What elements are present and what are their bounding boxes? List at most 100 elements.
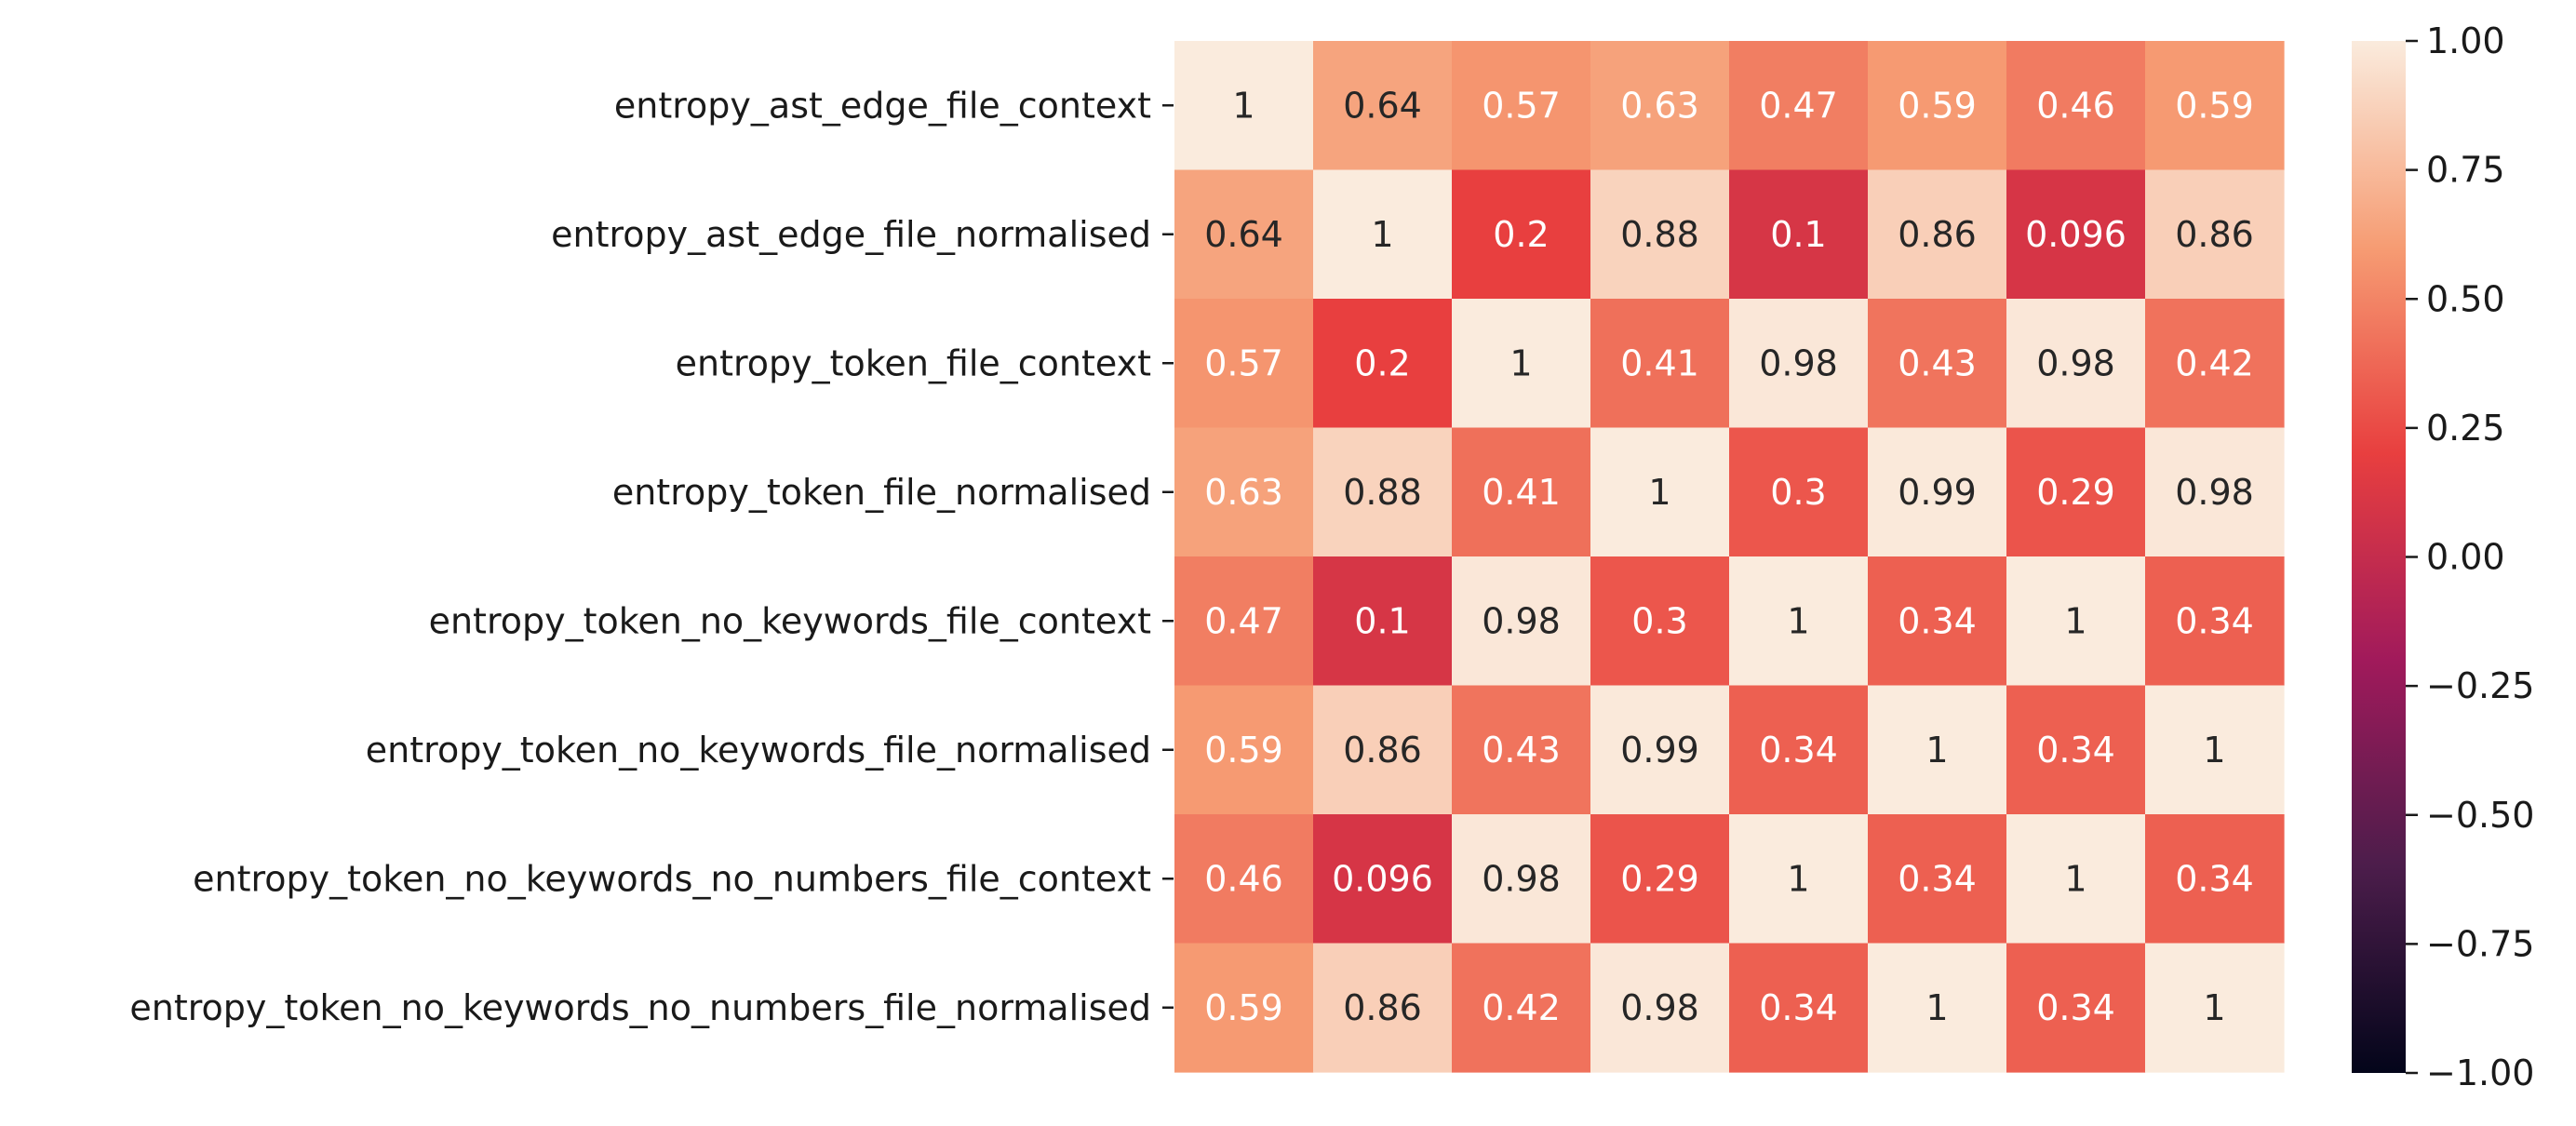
heatmap-cell xyxy=(1313,299,1453,429)
cell-annotation: 1 xyxy=(1509,342,1532,383)
cell-annotation: 0.57 xyxy=(1482,85,1561,126)
cell-annotation: 0.98 xyxy=(1482,600,1561,641)
heatmap-cell xyxy=(1729,556,1869,687)
cell-annotation: 0.98 xyxy=(1620,987,1699,1028)
heatmap-cell xyxy=(2145,556,2285,687)
cell-annotation: 0.46 xyxy=(1204,858,1283,899)
heatmap-cell xyxy=(1729,814,1869,945)
heatmap-cells: 1 0.64 0.57 0.63 0.47 0.59 0.46 0.59 0.64 1 0.2 0.8… xyxy=(1174,41,2285,1073)
cell-annotation: 0.34 xyxy=(2175,858,2254,899)
heatmap-cell xyxy=(2145,943,2285,1073)
heatmap-cell xyxy=(2006,943,2146,1073)
cell-annotation: 0.59 xyxy=(2175,85,2254,126)
heatmap-cell xyxy=(1313,814,1453,945)
colorbar-tick-label: −0.50 xyxy=(2426,795,2534,836)
heatmap-cell xyxy=(1590,41,1730,171)
cell-annotation: 0.2 xyxy=(1354,342,1410,383)
heatmap-cell xyxy=(1590,556,1730,687)
cell-annotation: 0.59 xyxy=(1898,85,1977,126)
row-label: entropy_ast_edge_file_normalised xyxy=(551,214,1151,255)
cell-annotation: 0.98 xyxy=(2175,472,2254,513)
row-labels: entropy_ast_edge_file_context entropy_ast… xyxy=(129,85,1174,1028)
heatmap-cell xyxy=(1174,685,1314,815)
heatmap-cell xyxy=(1868,943,2007,1073)
heatmap-cell xyxy=(1313,685,1453,815)
heatmap-cell xyxy=(2145,299,2285,429)
cell-annotation: 0.43 xyxy=(1898,342,1977,383)
cell-annotation: 0.34 xyxy=(2036,987,2115,1028)
cell-annotation: 1 xyxy=(1371,214,1393,255)
heatmap-cell xyxy=(1868,299,2007,429)
heatmap-cell xyxy=(1729,299,1869,429)
cell-annotation: 1 xyxy=(1787,858,1809,899)
heatmap-cell xyxy=(1868,814,2007,945)
cell-annotation: 0.86 xyxy=(2175,214,2254,255)
heatmap-cell xyxy=(1868,169,2007,300)
cell-annotation: 0.42 xyxy=(1482,987,1561,1028)
cell-annotation: 0.34 xyxy=(2175,600,2254,641)
heatmap-cell xyxy=(1452,41,1591,171)
colorbar-tick-label: 0.25 xyxy=(2426,408,2505,449)
cell-annotation: 1 xyxy=(1925,987,1948,1028)
heatmap-cell xyxy=(1868,685,2007,815)
heatmap-cell xyxy=(2006,814,2146,945)
cell-annotation: 0.86 xyxy=(1898,214,1977,255)
heatmap-cell xyxy=(1452,427,1591,557)
cell-annotation: 1 xyxy=(2064,858,2086,899)
heatmap-cell xyxy=(1590,427,1730,557)
heatmap-cell xyxy=(1174,814,1314,945)
cell-annotation: 1 xyxy=(2203,987,2225,1028)
cell-annotation: 0.3 xyxy=(1770,472,1826,513)
heatmap-cell xyxy=(2006,41,2146,171)
cell-annotation: 0.34 xyxy=(2036,730,2115,771)
colorbar-ticks: 1.00 0.75 0.50 0.25 0.00 −0.25 −0.50 −0.75 −1.00 xyxy=(2406,20,2534,1093)
cell-annotation: 0.59 xyxy=(1204,987,1283,1028)
cell-annotation: 0.47 xyxy=(1759,85,1838,126)
cell-annotation: 0.88 xyxy=(1343,472,1422,513)
cell-annotation: 0.34 xyxy=(1898,858,1977,899)
heatmap-cell xyxy=(1590,299,1730,429)
heatmap-cell xyxy=(1174,943,1314,1073)
heatmap-cell xyxy=(1729,169,1869,300)
cell-annotation: 0.59 xyxy=(1204,730,1283,771)
heatmap-cell xyxy=(2006,427,2146,557)
heatmap-cell xyxy=(1590,685,1730,815)
heatmap-cell xyxy=(1452,169,1591,300)
cell-annotation: 1 xyxy=(1925,730,1948,771)
heatmap-cell xyxy=(1313,943,1453,1073)
heatmap-cell xyxy=(1729,685,1869,815)
heatmap-cell xyxy=(2006,685,2146,815)
heatmap-cell xyxy=(2145,41,2285,171)
cell-annotation: 0.096 xyxy=(1332,858,1433,899)
heatmap-cell xyxy=(1590,814,1730,945)
heatmap-cell xyxy=(1313,556,1453,687)
cell-annotation: 0.99 xyxy=(1620,730,1699,771)
heatmap-cell xyxy=(1313,169,1453,300)
cell-annotation: 0.41 xyxy=(1482,472,1561,513)
colorbar-gradient xyxy=(2352,41,2406,1073)
row-label: entropy_token_file_normalised xyxy=(612,472,1151,513)
heatmap-cell xyxy=(2006,169,2146,300)
cell-annotation: 0.34 xyxy=(1898,600,1977,641)
row-label: entropy_token_no_keywords_no_numbers_fil… xyxy=(129,987,1151,1028)
cell-annotation: 0.88 xyxy=(1620,214,1699,255)
heatmap-cell xyxy=(1313,427,1453,557)
cell-annotation: 0.86 xyxy=(1343,730,1422,771)
cell-annotation: 0.41 xyxy=(1620,342,1699,383)
heatmap-cell xyxy=(1313,41,1453,171)
row-label: entropy_token_no_keywords_file_normalise… xyxy=(366,730,1151,771)
colorbar-tick-label: 0.00 xyxy=(2426,537,2505,578)
heatmap-cell xyxy=(1590,169,1730,300)
row-label: entropy_token_file_context xyxy=(676,342,1151,383)
cell-annotation: 0.63 xyxy=(1620,85,1699,126)
colorbar-tick-label: −0.75 xyxy=(2426,923,2534,964)
cell-annotation: 0.1 xyxy=(1354,600,1410,641)
cell-annotation: 1 xyxy=(2203,730,2225,771)
cell-annotation: 1 xyxy=(1787,600,1809,641)
heatmap-cell xyxy=(1590,943,1730,1073)
cell-annotation: 0.57 xyxy=(1204,342,1283,383)
cell-annotation: 0.2 xyxy=(1493,214,1549,255)
colorbar-tick-label: 0.75 xyxy=(2426,150,2505,191)
cell-annotation: 0.42 xyxy=(2175,342,2254,383)
